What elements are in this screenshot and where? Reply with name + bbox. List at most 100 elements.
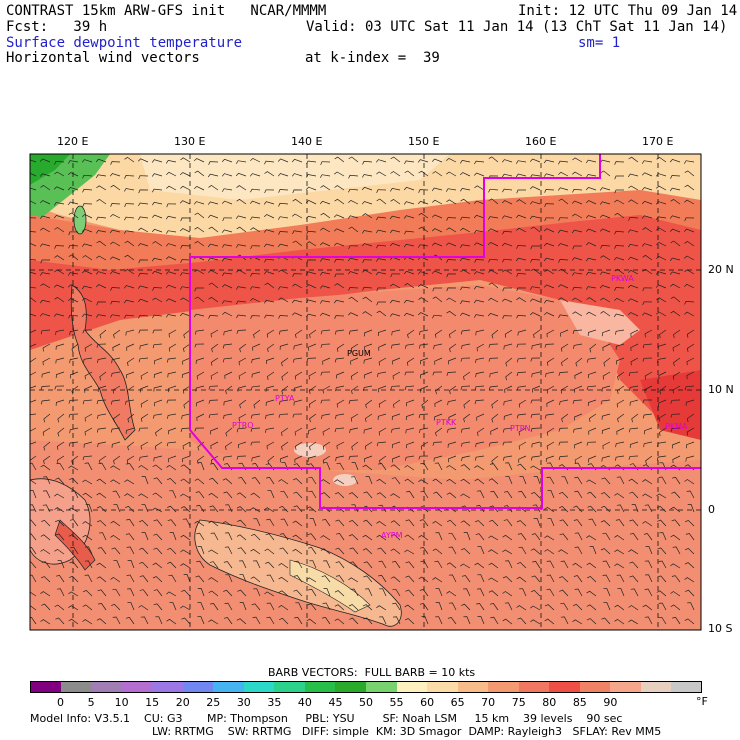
wind-barb [432, 287, 442, 292]
wind-barb [193, 313, 205, 318]
wind-barb [239, 560, 247, 569]
wind-barb [84, 462, 93, 471]
wind-barb [659, 385, 667, 395]
wind-barb [53, 284, 65, 289]
wind-barb [71, 343, 79, 353]
wind-barb [448, 357, 457, 365]
wind-barb [616, 399, 625, 408]
wind-barb [263, 271, 275, 275]
wind-barb [112, 343, 121, 352]
wind-barb [153, 547, 163, 555]
wind-barb [574, 385, 583, 393]
wind-barb [376, 441, 387, 447]
wind-barb [30, 271, 37, 275]
wind-barb [490, 616, 499, 625]
wind-barb [109, 229, 121, 234]
wind-barb [642, 493, 653, 499]
wind-barb [110, 427, 121, 433]
wind-barb [110, 479, 121, 485]
wind-barb [446, 465, 457, 471]
wind-barb [96, 198, 107, 205]
wind-barb [69, 477, 79, 485]
wind-barb [503, 413, 513, 420]
wind-barb [336, 462, 345, 471]
wind-barb [30, 329, 37, 334]
wind-barb [333, 242, 345, 247]
wind-barb [643, 533, 653, 541]
wind-barb [627, 256, 639, 261]
wind-barb [67, 201, 79, 206]
wind-barb [110, 184, 121, 191]
wind-barb [152, 562, 163, 569]
wind-barb [40, 464, 51, 471]
wind-barb [222, 257, 233, 262]
wind-barb [253, 518, 261, 527]
wind-barb [109, 314, 121, 318]
color-bar-value: 10 [114, 696, 129, 709]
wind-barb [208, 184, 219, 191]
wind-barb [54, 385, 65, 390]
wind-barb [446, 199, 457, 205]
wind-barb [30, 187, 37, 191]
wind-barb [544, 604, 555, 611]
wind-barb [602, 532, 611, 541]
wind-barb [419, 589, 429, 597]
wind-barb [180, 549, 191, 555]
wind-barb [113, 455, 121, 465]
wind-barb [320, 371, 331, 376]
color-bar-value: 50 [359, 696, 373, 709]
wind-barb [138, 465, 149, 471]
wind-barb [670, 175, 681, 179]
wind-barb [81, 243, 93, 247]
wind-barb [585, 286, 597, 290]
wind-barb [154, 441, 163, 450]
wind-barb [39, 313, 51, 317]
wind-barb [293, 399, 303, 406]
wind-barb [97, 413, 107, 419]
wind-barb [68, 618, 79, 625]
wind-barb [71, 455, 79, 465]
wind-barb [516, 605, 527, 611]
wind-barb [459, 244, 471, 248]
wind-barb [642, 357, 653, 362]
wind-barb [431, 158, 443, 163]
wind-barb [488, 297, 499, 303]
wind-barb [194, 296, 205, 303]
wind-barb [460, 300, 471, 305]
wind-barb [561, 476, 569, 485]
wind-barb [138, 357, 149, 363]
wind-barb [684, 618, 695, 625]
wind-barb [306, 618, 317, 625]
wind-barb [333, 214, 345, 219]
wind-barb [419, 329, 429, 335]
wind-barb [644, 560, 653, 569]
wind-barb [460, 188, 471, 192]
wind-barb [517, 533, 527, 541]
wind-barb [460, 520, 471, 527]
wind-barb [181, 413, 191, 420]
wind-barb [644, 427, 653, 435]
wind-barb [292, 357, 303, 363]
wind-barb [266, 602, 275, 611]
wind-barb [474, 478, 485, 485]
wind-barb [334, 171, 345, 177]
wind-barb [672, 616, 681, 625]
wind-barb [476, 490, 485, 499]
wind-barb [446, 492, 457, 499]
wind-barb [68, 605, 79, 611]
wind-barb [614, 189, 624, 194]
wind-barb [656, 227, 667, 233]
wind-barb [348, 519, 359, 527]
wind-barb [113, 504, 121, 513]
wind-barb [281, 385, 289, 395]
wind-barb [235, 244, 247, 248]
color-swatch [182, 681, 214, 693]
wind-barb [431, 228, 443, 233]
wind-barb [419, 427, 429, 433]
wind-barbs [30, 156, 695, 625]
wind-barb [418, 226, 429, 233]
wind-barb [446, 259, 457, 263]
wind-barb [221, 200, 233, 205]
wind-barb [686, 490, 695, 499]
wind-barb [235, 215, 247, 219]
